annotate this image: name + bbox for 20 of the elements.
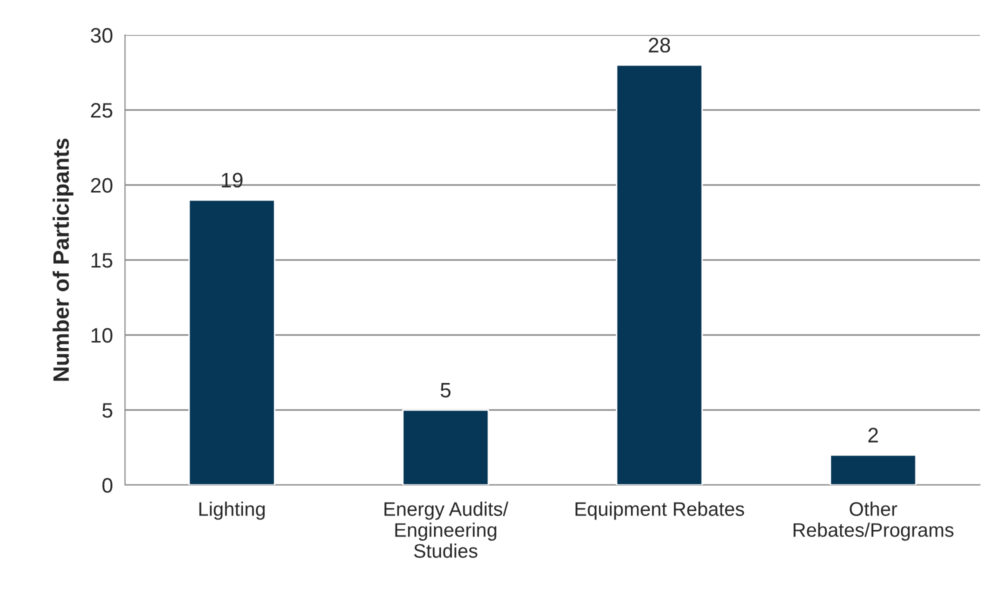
data-label: 2 bbox=[868, 428, 878, 442]
bar bbox=[402, 409, 490, 485]
y-tick-label: 30 bbox=[90, 28, 112, 43]
bar bbox=[188, 199, 276, 485]
y-tick-label: 25 bbox=[91, 103, 112, 118]
bar bbox=[830, 454, 917, 485]
data-label: 28 bbox=[648, 38, 670, 53]
y-tick-label: 5 bbox=[102, 403, 112, 418]
data-label: 5 bbox=[440, 383, 451, 398]
y-axis-title: Number of Participants bbox=[52, 138, 74, 381]
y-tick-label: 0 bbox=[102, 478, 112, 493]
x-tick-label: Lighting bbox=[199, 502, 265, 520]
y-tick-label: 20 bbox=[91, 178, 112, 193]
x-tick-label: Energy Audits/ Engineering Studies bbox=[384, 502, 508, 558]
x-tick-label: Other Rebates/Programs bbox=[794, 502, 954, 541]
y-tick-label: 15 bbox=[92, 253, 112, 268]
data-label: 19 bbox=[222, 172, 242, 188]
bar bbox=[616, 64, 703, 485]
y-tick-label: 10 bbox=[92, 328, 112, 343]
x-tick-label: Equipment Rebates bbox=[576, 502, 744, 520]
